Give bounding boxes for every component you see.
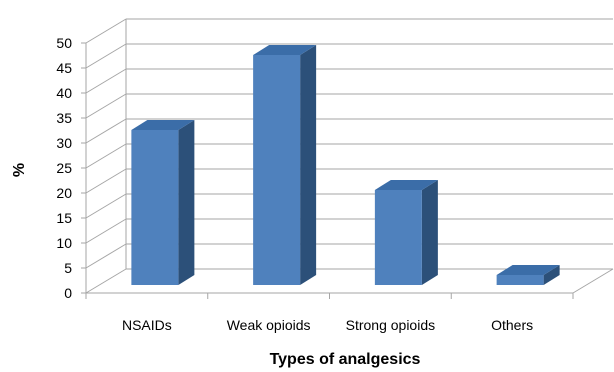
bar-top (131, 120, 195, 130)
grid-diagonal (85, 218, 127, 244)
grid-diagonal (85, 68, 127, 94)
x-category-label: NSAIDs (122, 317, 172, 333)
y-tick-label: 25 (56, 160, 72, 176)
category-labels: NSAIDs Weak opioids Strong opioids Others (122, 317, 533, 333)
bar-strong-opioids (374, 180, 438, 285)
x-category-label: Others (491, 317, 533, 333)
y-tick-label: 0 (64, 285, 72, 301)
y-tick-label: 45 (56, 60, 72, 76)
bar-top (253, 45, 317, 55)
grid-diagonal (85, 93, 127, 119)
bar-side (178, 120, 195, 285)
y-axis-title: % (11, 163, 28, 177)
bar-front (131, 130, 179, 285)
bar-front (496, 275, 544, 285)
y-tick-label: 35 (56, 110, 72, 126)
y-tick-label: 10 (56, 235, 72, 251)
y-tick-label: 5 (64, 260, 72, 276)
bar-side (421, 180, 438, 285)
bar-weak-opioids (253, 45, 317, 285)
bar-nsaids (131, 120, 195, 285)
grid-diagonal (85, 118, 127, 144)
grid-diagonal (85, 268, 127, 294)
y-tick-label: 20 (56, 185, 72, 201)
bar-front (253, 55, 301, 285)
grid-diagonal (85, 243, 127, 269)
grid-diagonal (85, 18, 127, 44)
bar-others (496, 265, 560, 285)
floor-right-edge (572, 268, 614, 294)
x-axis-title: Types of analgesics (270, 351, 421, 368)
grid-diagonal (85, 143, 127, 169)
y-tick-label: 40 (56, 85, 72, 101)
y-tick-label: 15 (56, 210, 72, 226)
y-tick-labels: 0 5 10 15 20 25 30 35 40 45 50 (56, 35, 72, 301)
bars (131, 45, 560, 285)
bar-front (374, 190, 422, 285)
x-category-label: Weak opioids (227, 317, 311, 333)
bar-top (496, 265, 560, 275)
bar-side (300, 45, 317, 285)
y-tick-label: 50 (56, 35, 72, 51)
bar-top (374, 180, 438, 190)
grid-diagonal (85, 43, 127, 69)
y-tick-label: 30 (56, 135, 72, 151)
grid-diagonal (85, 168, 127, 194)
grid-diagonal (85, 193, 127, 219)
bar-side (543, 265, 560, 285)
grid-lines (81, 18, 614, 299)
x-category-label: Strong opioids (346, 317, 436, 333)
